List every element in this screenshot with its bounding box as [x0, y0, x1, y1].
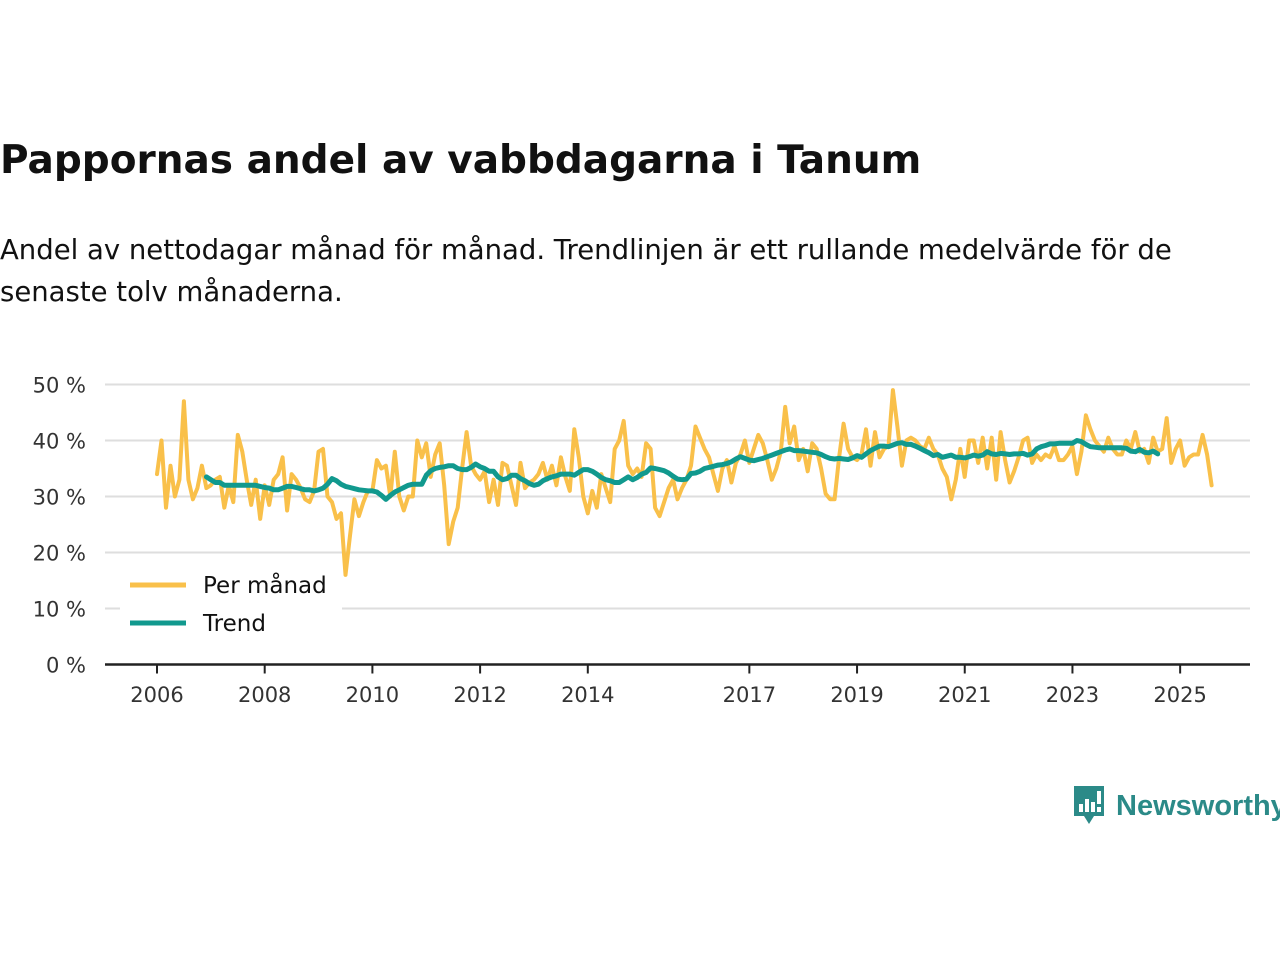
x-tick-label: 2014 [561, 683, 614, 707]
legend-background [120, 566, 342, 642]
series-line-trend [203, 438, 1161, 502]
x-axis-ticks: 2006 2008 2010 2012 2014 2017 2019 2021 2023 2025 [130, 664, 1207, 707]
gridlines [105, 383, 1250, 610]
legend-label: Per månad [203, 571, 327, 599]
x-tick-label: 2012 [453, 683, 506, 707]
series-lines [155, 388, 1214, 577]
y-tick-label: 40 % [33, 430, 86, 454]
x-tick-label: 2017 [723, 683, 776, 707]
chart-title: Pappornas andel av vabbdagarna i Tanum [0, 138, 922, 183]
legend: Per månad Trend [120, 566, 342, 642]
x-tick-label: 2006 [130, 683, 183, 707]
x-tick-label: 2008 [238, 683, 291, 707]
x-tick-label: 2021 [938, 683, 991, 707]
y-tick-label: 10 % [33, 598, 86, 622]
series-line-per-manad [155, 388, 1214, 577]
chart-subtitle: Andel av nettodagar månad för månad. Tre… [0, 234, 1172, 308]
x-tick-label: 2019 [830, 683, 883, 707]
y-axis-ticks: 0 % 10 % 20 % 30 % 40 % 50 % [33, 374, 86, 678]
y-tick-label: 50 % [33, 374, 86, 398]
y-tick-label: 30 % [33, 486, 86, 510]
legend-label: Trend [202, 611, 266, 637]
newsworthy-logo: Newsworthy [1072, 784, 1280, 828]
x-tick-label: 2023 [1046, 683, 1099, 707]
brand-name: Newsworthy [1116, 789, 1280, 822]
x-tick-label: 2025 [1153, 683, 1206, 707]
y-tick-label: 20 % [33, 542, 86, 566]
x-tick-label: 2010 [346, 683, 399, 707]
newsworthy-chart-icon [1074, 786, 1104, 824]
y-tick-label: 0 % [46, 654, 86, 678]
